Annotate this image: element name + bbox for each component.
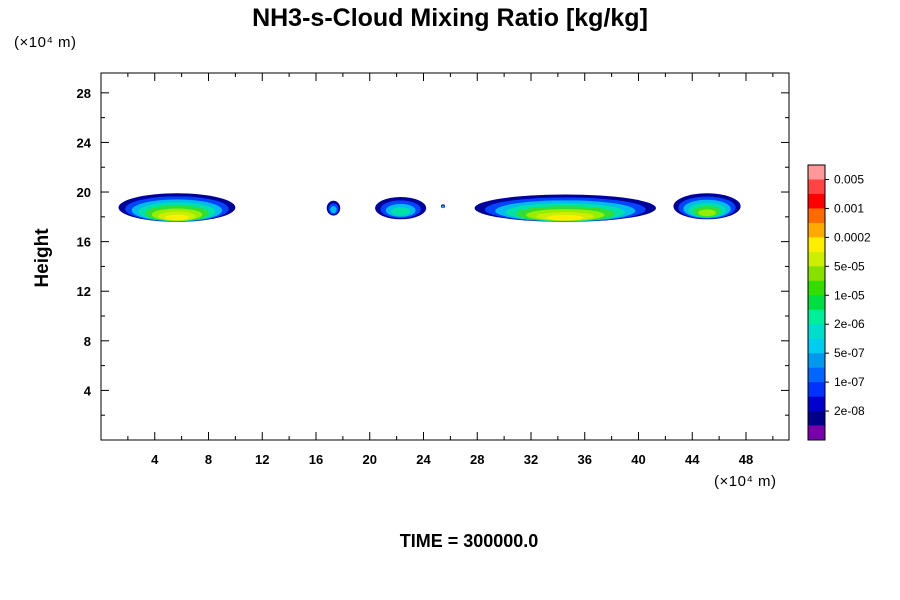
colorbar-label: 0.0002 [834, 230, 871, 244]
plot-frame [100, 72, 790, 441]
colorbar-label: 0.001 [834, 201, 864, 215]
cloud-contour-level [330, 206, 337, 214]
x-tick-label: 12 [255, 452, 269, 467]
x-tick-label: 16 [309, 452, 323, 467]
cloud-contour-level [698, 209, 716, 217]
colorbar-frame [807, 164, 826, 441]
colorbar-label: 1e-07 [834, 375, 865, 389]
colorbar-swatch [808, 324, 825, 339]
cloud-contour-level [546, 214, 584, 221]
y-axis-unit: (×10⁴ m) [14, 34, 77, 51]
x-tick-label: 44 [685, 452, 700, 467]
y-tick-label: 4 [84, 383, 92, 398]
colorbar-swatch [808, 309, 825, 325]
x-tick-label: 28 [470, 452, 484, 467]
colorbar-label: 2e-06 [834, 317, 865, 331]
colorbar-swatch [808, 179, 825, 195]
y-tick-label: 24 [77, 135, 92, 150]
x-axis-unit: (×10⁴ m) [714, 473, 777, 490]
colorbar-swatch [808, 222, 825, 238]
colorbar-swatch [808, 411, 825, 426]
cloud-contour-level [164, 214, 189, 221]
colorbar-swatch [808, 193, 825, 209]
y-tick-label: 20 [77, 185, 91, 200]
colorbar-swatch [808, 367, 825, 383]
y-tick-label: 28 [77, 86, 91, 101]
cloud-contour-level [391, 207, 411, 216]
cloud-field [118, 193, 741, 222]
colorbar-swatch [808, 382, 825, 397]
colorbar: 0.005 0.001 0.0002 5e-05 1e-05 2e-06 5e-07 1e-0… [807, 164, 871, 441]
colorbar-swatch [808, 295, 825, 311]
colorbar-swatch [808, 237, 825, 253]
x-tick-label: 20 [363, 452, 377, 467]
cloud-cluster [375, 196, 427, 220]
x-tick-label: 4 [151, 452, 159, 467]
cloud-cluster [440, 204, 445, 209]
x-tick-label: 32 [524, 452, 538, 467]
x-tick-label: 8 [205, 452, 212, 467]
colorbar-swatch [808, 208, 825, 224]
colorbar-swatch [808, 165, 825, 180]
cloud-cluster [673, 193, 741, 220]
x-tick-label: 24 [416, 452, 431, 467]
chart-title: NH3-s-Cloud Mixing Ratio [kg/kg] [252, 4, 648, 32]
colorbar-swatch [808, 353, 825, 368]
colorbar-label: 2e-08 [834, 404, 865, 418]
cloud-contour-level [441, 205, 445, 208]
colorbar-swatch [808, 396, 825, 412]
colorbar-swatch [808, 280, 825, 296]
x-tick-label: 48 [739, 452, 753, 467]
x-tick-label: 36 [578, 452, 592, 467]
y-tick-label: 12 [77, 284, 91, 299]
colorbar-label: 1e-05 [834, 288, 865, 302]
cloud-cluster [326, 200, 341, 216]
colorbar-swatch [808, 251, 825, 267]
x-tick-label: 40 [631, 452, 645, 467]
colorbar-label: 0.005 [834, 172, 864, 186]
colorbar-swatch [808, 266, 825, 282]
y-tick-label: 8 [84, 334, 91, 349]
cloud-cluster [474, 194, 656, 222]
time-label: TIME = 300000.0 [399, 531, 539, 551]
colorbar-label: 5e-05 [834, 259, 865, 273]
colorbar-swatch [808, 338, 825, 354]
y-tick-label: 16 [77, 235, 91, 250]
colorbar-swatch [808, 425, 825, 441]
colorbar-label: 5e-07 [834, 346, 865, 360]
cloud-cluster [118, 193, 236, 222]
